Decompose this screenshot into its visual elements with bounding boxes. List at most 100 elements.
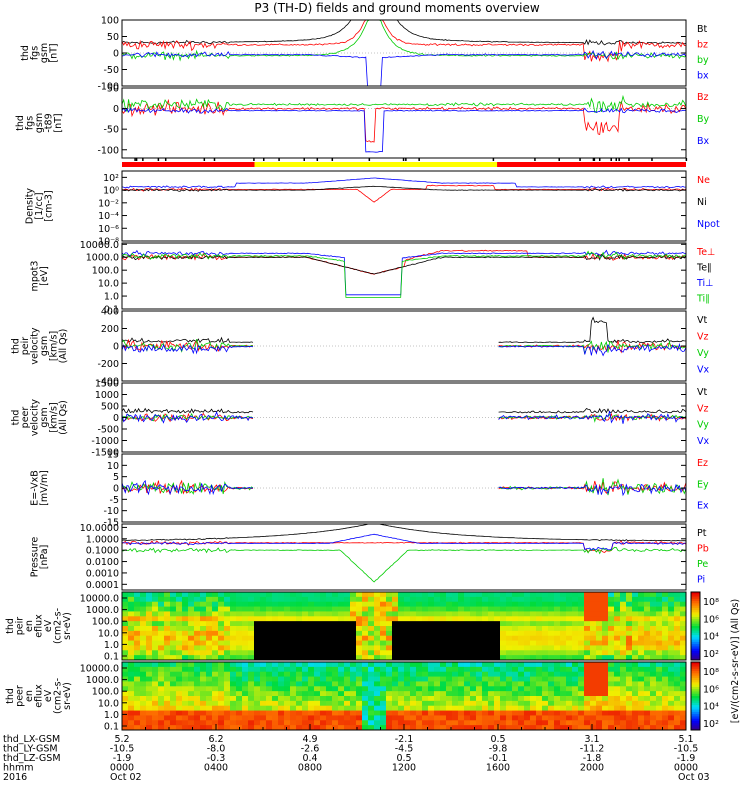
spectrogram-cell xyxy=(122,691,129,697)
spectrogram-cell xyxy=(512,686,519,692)
spectrogram-cell xyxy=(638,655,645,661)
spectrogram-cell xyxy=(302,650,309,656)
spectrogram-cell xyxy=(560,681,567,687)
spectrogram-cell xyxy=(308,616,315,622)
spectrogram-cell xyxy=(572,630,579,637)
spectrogram-cell xyxy=(554,596,561,603)
spectrogram-cell xyxy=(650,662,657,668)
series-line-Bt xyxy=(122,20,686,46)
y-axis-label: eflux xyxy=(34,684,45,708)
spectrogram-cell xyxy=(296,592,303,598)
spectrogram-cell xyxy=(398,640,405,646)
spectrogram-cell xyxy=(338,710,345,716)
spectrogram-cell xyxy=(674,696,681,702)
spectrogram-cell xyxy=(290,696,297,702)
spectrogram-cell xyxy=(542,710,549,716)
spectrogram-cell xyxy=(398,666,405,673)
spectrogram-cell xyxy=(680,635,687,641)
spectrogram-cell xyxy=(542,621,549,627)
spectrogram-cell xyxy=(218,621,225,627)
spectrogram-cell xyxy=(626,686,633,692)
spectrogram-cell xyxy=(224,655,231,661)
spectrogram-cell xyxy=(638,666,645,673)
spectrogram-cell xyxy=(266,666,273,673)
y-tick-label: -10 xyxy=(103,506,119,517)
spectrogram-cell xyxy=(434,630,441,637)
panel-density xyxy=(121,170,687,242)
spectrogram-cell xyxy=(458,592,465,598)
legend-Te∥: Te∥ xyxy=(696,263,712,274)
spectrogram-cell xyxy=(302,686,309,692)
spectrogram-cell xyxy=(500,592,507,598)
spectrogram-cell xyxy=(380,696,387,702)
spectrogram-cell xyxy=(338,655,345,661)
spectrogram-cell xyxy=(152,596,159,603)
spectrogram-cell xyxy=(374,592,381,598)
y-axis-label: -t89 xyxy=(44,113,55,132)
spectrogram-cell xyxy=(314,696,321,702)
colorbar-cell xyxy=(691,607,700,611)
spectrogram-cell xyxy=(224,621,231,627)
colorbar-cell xyxy=(691,626,700,629)
spectrogram-cell xyxy=(548,666,555,673)
spectrogram-cell xyxy=(314,645,321,651)
spectrogram-cell xyxy=(200,596,207,603)
spectrogram-cell xyxy=(674,611,681,617)
spectrogram-cell xyxy=(392,596,399,603)
spectrogram-cell xyxy=(236,611,243,617)
spectrogram-cell xyxy=(494,611,501,617)
spectrogram-cell xyxy=(302,681,309,687)
spectrogram-cell xyxy=(614,700,621,707)
spectrogram-cell xyxy=(350,592,357,598)
spectrogram-cell xyxy=(164,630,171,637)
spectrogram-cell xyxy=(320,705,327,711)
spectrogram-cell xyxy=(206,725,213,731)
spectrogram-cell xyxy=(518,655,525,661)
spectrogram-cell xyxy=(512,676,519,682)
spectrogram-cell xyxy=(308,662,315,668)
spectrogram-cell xyxy=(260,621,267,627)
spectrogram-cell xyxy=(230,686,237,692)
spectrogram-cell xyxy=(482,691,489,697)
spectrogram-cell xyxy=(248,705,255,711)
spectrogram-cell xyxy=(266,640,273,646)
spectrogram-cell xyxy=(416,592,423,598)
spectrogram-cell xyxy=(356,710,363,716)
spectrogram-cell xyxy=(476,705,483,711)
spectrogram-cell xyxy=(368,640,375,646)
spectrogram-cell xyxy=(410,592,417,598)
spectrogram-cell xyxy=(590,596,597,603)
spectrogram-cell xyxy=(128,676,135,682)
panel-frame xyxy=(121,170,687,242)
spectrogram-cell xyxy=(536,621,543,627)
spectrogram-cell xyxy=(386,596,393,603)
y-axis-label: thd xyxy=(20,45,31,61)
spectrogram-cell xyxy=(512,630,519,637)
spectrogram-cell xyxy=(356,630,363,637)
spectrogram-cell xyxy=(542,696,549,702)
spectrogram-cell xyxy=(656,611,663,617)
spectrogram-cell xyxy=(314,640,321,646)
spectrogram-cell xyxy=(212,725,219,731)
spectrogram-cell xyxy=(386,630,393,637)
spectrogram-cell xyxy=(272,621,279,627)
spectrogram-cell xyxy=(626,616,633,622)
spectrogram-cell xyxy=(434,696,441,702)
spectrogram-cell xyxy=(182,705,189,711)
spectrogram-cell xyxy=(302,705,309,711)
spectrogram-cell xyxy=(476,691,483,697)
spectrogram-cell xyxy=(284,611,291,617)
spectrogram-cell xyxy=(626,635,633,641)
spectrogram-cell xyxy=(338,640,345,646)
spectrogram-cell xyxy=(644,725,651,731)
spectrogram-cell xyxy=(206,666,213,673)
spectrogram-cell xyxy=(266,655,273,661)
spectrogram-cell xyxy=(536,691,543,697)
x-row-label: thd_LY-GSM xyxy=(3,744,58,755)
spectrogram-cell xyxy=(392,686,399,692)
spectrogram-cell xyxy=(590,681,597,687)
spectrogram-cell xyxy=(656,725,663,731)
spectrogram-cell xyxy=(434,635,441,641)
spectrogram-cell xyxy=(188,686,195,692)
mode-bar-tick xyxy=(615,158,618,161)
